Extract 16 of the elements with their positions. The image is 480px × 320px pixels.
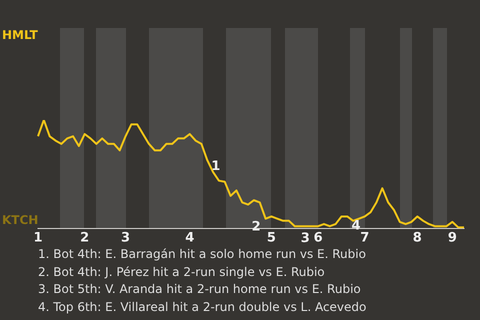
x-tick-label: 8 xyxy=(412,230,422,246)
text: 1. Bot 4th: E. Barragán hit a solo home run vs E. Rubio xyxy=(38,246,366,263)
x-tick-label: 6 xyxy=(314,230,323,246)
x-tick-label: 3 xyxy=(121,230,130,246)
annotation: KTCH xyxy=(2,213,38,227)
annotation: 1 xyxy=(211,158,220,174)
x-tick-label: 1 xyxy=(33,230,43,246)
x-tick-label: 2 xyxy=(80,230,90,246)
x-tick-label: 4 xyxy=(185,230,194,246)
text: HMLT xyxy=(2,28,38,42)
x-tick-label: 5 xyxy=(266,230,276,246)
text: 3. Bot 5th: V. Aranda hit a 2-run home run vs E. Rubio xyxy=(38,281,362,298)
x-tick-label: 9 xyxy=(448,230,457,246)
text: 4. Top 6th: E. Villareal hit a 2-run double vs L. Acevedo xyxy=(38,298,366,316)
text: 2. Bot 4th: J. Pérez hit a 2-run single vs E. Rubio xyxy=(38,264,326,280)
x-tick-label: 7 xyxy=(360,230,370,246)
